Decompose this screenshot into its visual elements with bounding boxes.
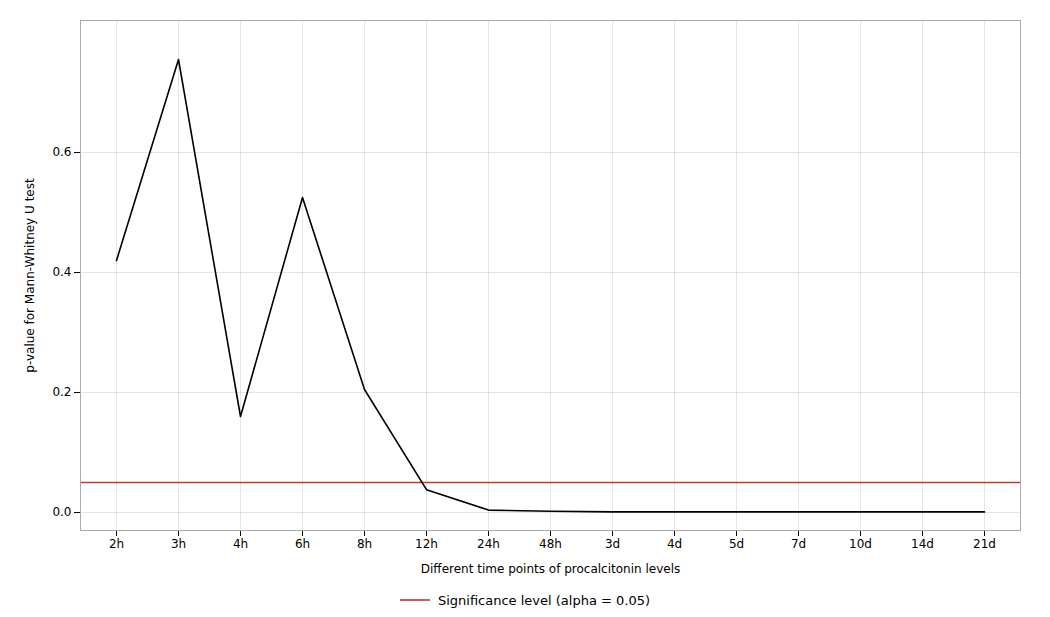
svg-text:7d: 7d <box>791 537 806 551</box>
svg-text:0.2: 0.2 <box>52 385 71 399</box>
svg-text:48h: 48h <box>539 537 562 551</box>
svg-text:14d: 14d <box>911 537 934 551</box>
svg-text:0.6: 0.6 <box>52 145 71 159</box>
svg-text:3d: 3d <box>605 537 620 551</box>
svg-text:0.0: 0.0 <box>52 505 71 519</box>
svg-text:6h: 6h <box>295 537 310 551</box>
svg-text:8h: 8h <box>357 537 372 551</box>
svg-text:4h: 4h <box>233 537 248 551</box>
svg-text:4d: 4d <box>667 537 682 551</box>
svg-text:5d: 5d <box>729 537 744 551</box>
html-text:Significance level (alpha = 0.: Significance level (alpha = 0.05) <box>437 592 651 608</box>
svg-text:24h: 24h <box>477 537 500 551</box>
svg-text:p-value for Mann-Whitney U tes: p-value for Mann-Whitney U test <box>23 178 37 373</box>
svg-text:3h: 3h <box>171 537 186 551</box>
svg-text:10d: 10d <box>849 537 872 551</box>
svg-text:2h: 2h <box>109 537 124 551</box>
svg-text:12h: 12h <box>415 537 438 551</box>
svg-text:Different time points of proca: Different time points of procalcitonin l… <box>421 562 680 576</box>
svg-text:0.4: 0.4 <box>52 265 71 279</box>
svg-text:21d: 21d <box>973 537 996 551</box>
